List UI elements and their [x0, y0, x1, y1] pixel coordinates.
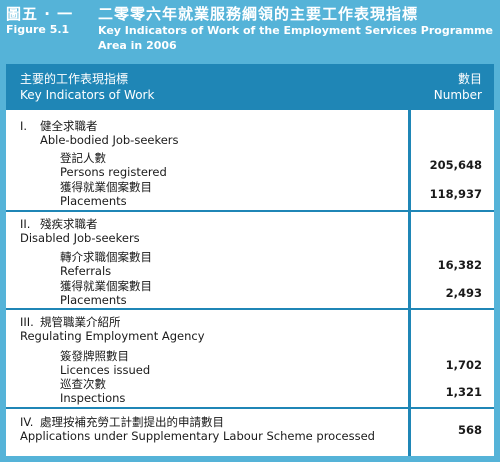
column-header-indicator-zh: 主要的工作表現指標 [20, 72, 129, 86]
section-4-numeral: IV. [20, 415, 34, 429]
figure-title-zh: 二零零六年就業服務綱領的主要工作表現指標 [98, 5, 419, 23]
section-2-item-1-en: Referrals [60, 264, 112, 278]
section-2-item-2-value: 2,493 [445, 286, 482, 300]
section-3-item-1-zh: 簽發牌照數目 [60, 349, 129, 363]
section-divider [6, 407, 494, 409]
figure-label-en: Figure 5.1 [6, 23, 70, 36]
section-1-item-2-zh: 獲得就業個案數目 [60, 180, 152, 194]
section-4-title-zh: 處理按補充勞工計劃提出的申請數目 [40, 415, 224, 429]
section-2-title-en: Disabled Job-seekers [20, 231, 140, 245]
figure-title-en: Key Indicators of Work of the Employment… [98, 24, 493, 52]
section-2-title-zh: 殘疾求職者 [40, 217, 98, 231]
section-1-item-2-value: 118,937 [429, 187, 482, 201]
section-3-item-1-en: Licences issued [60, 363, 151, 377]
section-2-item-1-zh: 轉介求職個案數目 [60, 250, 152, 264]
section-1-item-1-zh: 登記人數 [60, 151, 106, 165]
section-4-value: 568 [457, 423, 482, 437]
section-1-title-zh: 健全求職者 [40, 119, 98, 133]
column-header-indicator: 主要的工作表現指標 Key Indicators of Work [20, 71, 154, 103]
section-divider [6, 210, 494, 212]
section-3-item-2-en: Inspections [60, 391, 126, 405]
section-1-item-1-value: 205,648 [429, 158, 482, 172]
column-header-number-en: Number [433, 88, 482, 102]
section-3-title-zh: 規管職業介紹所 [40, 315, 121, 329]
section-1-item-1-en: Persons registered [60, 165, 167, 179]
column-header-indicator-en: Key Indicators of Work [20, 88, 155, 102]
section-2-item-1-value: 16,382 [437, 258, 482, 272]
table-header: 主要的工作表現指標 Key Indicators of Work 數目 Numb… [6, 64, 494, 110]
column-header-number: 數目 Number [434, 71, 482, 103]
section-1-numeral: I. [20, 119, 28, 133]
column-divider [408, 110, 411, 456]
indicators-table: 主要的工作表現指標 Key Indicators of Work 數目 Numb… [6, 64, 494, 456]
column-header-number-zh: 數目 [457, 72, 482, 86]
section-3-numeral: III. [20, 315, 34, 329]
section-2-item-2-zh: 獲得就業個案數目 [60, 279, 152, 293]
section-3-item-1-value: 1,702 [445, 358, 482, 372]
section-1-item-2-en: Placements [60, 194, 127, 208]
figure-label-zh: 圖五 · 一 [6, 5, 74, 23]
section-2-item-2-en: Placements [60, 293, 127, 307]
section-1-title-en: Able-bodied Job-seekers [40, 133, 179, 147]
section-3-item-2-value: 1,321 [445, 385, 482, 399]
section-2-numeral: II. [20, 217, 31, 231]
section-divider [6, 308, 494, 310]
section-3-item-2-zh: 巡查次數 [60, 377, 106, 391]
figure-header: 圖五 · 一 二零零六年就業服務綱領的主要工作表現指標 Figure 5.1 K… [6, 3, 496, 57]
section-4-title-en: Applications under Supplementary Labour … [20, 429, 375, 443]
section-3-title-en: Regulating Employment Agency [20, 329, 205, 343]
